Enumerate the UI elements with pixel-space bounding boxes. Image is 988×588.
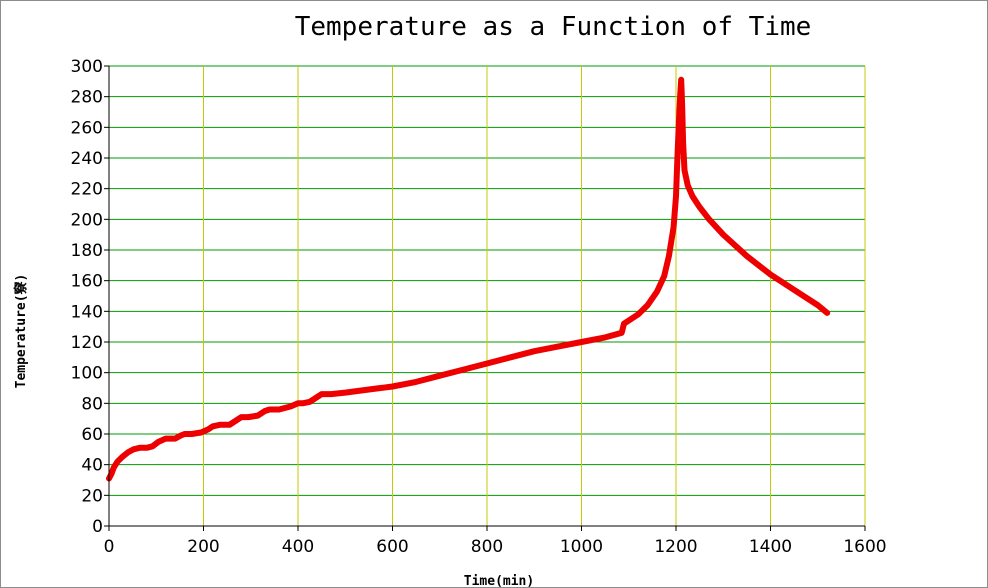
y-tick-label: 200	[71, 210, 103, 230]
y-tick-label: 20	[81, 486, 103, 506]
chart-title: Temperature as a Function of Time	[295, 12, 812, 42]
y-tick-label: 260	[71, 118, 103, 138]
x-tick-label: 1400	[749, 537, 792, 557]
tick-labels: 0 20 40 60 80 100 120 140 160 180 200 220 240 260 280 3…	[71, 57, 887, 557]
x-tick-label: 1000	[560, 537, 603, 557]
y-tick-label: 280	[71, 88, 103, 108]
y-tick-label: 0	[92, 517, 103, 537]
y-tick-label: 240	[71, 149, 103, 169]
x-axis-label: Time(min)	[464, 574, 534, 587]
y-tick-label: 40	[81, 456, 103, 476]
y-tick-label: 100	[71, 364, 103, 384]
y-tick-label: 140	[71, 302, 103, 322]
y-tick-label: 60	[81, 425, 103, 445]
x-tick-label: 0	[104, 537, 115, 557]
x-tick-label: 1200	[654, 537, 697, 557]
grid-lines	[109, 65, 866, 526]
x-tick-label: 200	[187, 537, 219, 557]
y-tick-label: 300	[71, 57, 103, 77]
x-tick-label: 600	[376, 537, 408, 557]
axes	[104, 65, 866, 531]
y-tick-label: 120	[71, 333, 103, 353]
y-tick-label: 180	[71, 241, 103, 261]
y-axis-label: Temperature(竂)	[13, 274, 29, 389]
x-tick-label: 400	[282, 537, 314, 557]
y-tick-label: 80	[81, 394, 103, 414]
temperature-series-line	[106, 76, 831, 482]
series-layer	[106, 76, 831, 482]
x-tick-label: 1600	[843, 537, 886, 557]
y-tick-label: 220	[71, 180, 103, 200]
x-tick-label: 800	[471, 537, 503, 557]
y-tick-label: 160	[71, 272, 103, 292]
